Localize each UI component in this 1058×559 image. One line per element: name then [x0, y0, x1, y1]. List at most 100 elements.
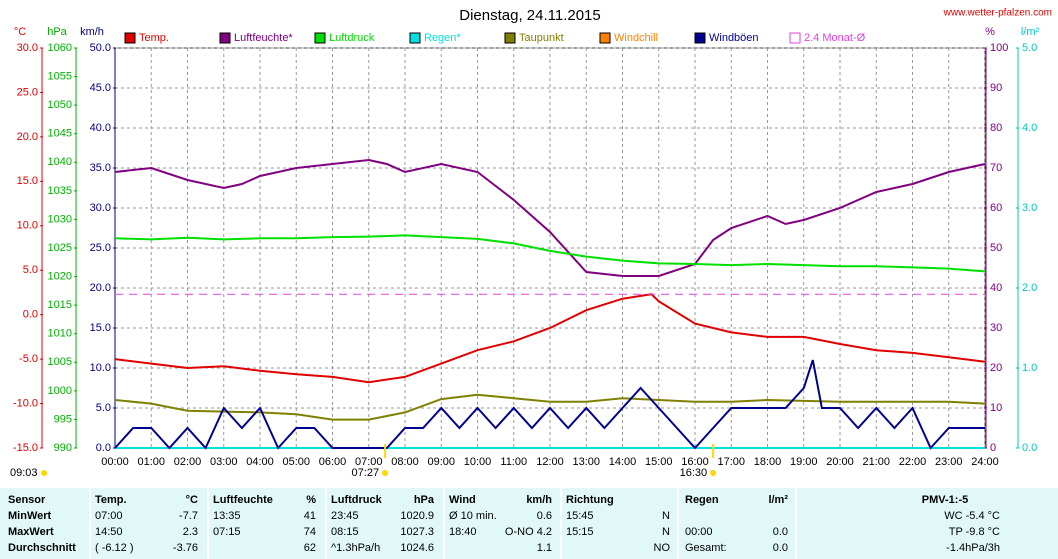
- y-tick-label: 30.0: [17, 42, 38, 54]
- y-tick-label: 35.0: [90, 162, 111, 174]
- axis-unit: l/m²: [1021, 26, 1040, 38]
- legend-label: Temp.: [139, 32, 169, 44]
- table-cell: 13:35: [213, 510, 241, 522]
- x-tick-label: 16:00: [681, 456, 709, 468]
- legend-swatch: [504, 32, 516, 44]
- y-tick-label: 2.0: [1022, 282, 1037, 294]
- table-cell: 07:15: [213, 526, 241, 538]
- table-cell: N: [662, 526, 670, 538]
- y-tick-label: 995: [54, 413, 72, 425]
- y-tick-label: 0.0: [1022, 442, 1037, 454]
- y-tick-label: 1030: [48, 213, 72, 225]
- y-tick-label: 5.0: [96, 402, 111, 414]
- y-tick-label: 20: [990, 362, 1002, 374]
- y-tick-label: 1020: [48, 270, 72, 282]
- y-tick-label: 45.0: [90, 82, 111, 94]
- legend-label: Luftdruck: [329, 32, 375, 44]
- table-cell: 07:00: [95, 510, 123, 522]
- y-tick-label: 1035: [48, 185, 72, 197]
- table-cell: 0.0: [773, 542, 788, 554]
- y-tick-label: 1005: [48, 356, 72, 368]
- x-tick-label: 06:00: [319, 456, 347, 468]
- table-cell: 0.0: [773, 526, 788, 538]
- x-tick-label: 07:00: [355, 456, 383, 468]
- legend-swatch: [694, 32, 706, 44]
- y-tick-label: 50: [990, 242, 1002, 254]
- table-cell: Ø 10 min.: [449, 510, 497, 522]
- table-cell: 15:15: [566, 526, 594, 538]
- table-cell: 15:45: [566, 510, 594, 522]
- y-tick-label: 1025: [48, 242, 72, 254]
- sun-time: 07:27: [352, 467, 380, 479]
- table-cell: 74: [304, 526, 316, 538]
- legend-label: Luftfeuchte*: [234, 32, 293, 44]
- table-cell: 00:00: [685, 526, 713, 538]
- y-tick-label: -15.0: [13, 442, 38, 454]
- x-tick-label: 12:00: [536, 456, 564, 468]
- legend-label: Windböen: [709, 32, 759, 44]
- table-cell: TP -9.8 °C: [949, 526, 1000, 538]
- y-tick-label: 100: [990, 42, 1008, 54]
- table-background: [0, 488, 1058, 559]
- chart-title: Dienstag, 24.11.2015: [459, 7, 601, 24]
- table-cell: km/h: [526, 494, 552, 506]
- y-tick-label: 990: [54, 442, 72, 454]
- legend-label: 2.4 Monat-Ø: [804, 32, 866, 44]
- y-tick-label: 1.0: [1022, 362, 1037, 374]
- source: www.wetter-pfalzen.com: [943, 8, 1052, 19]
- y-tick-label: 15.0: [17, 175, 38, 187]
- x-tick-label: 19:00: [790, 456, 818, 468]
- series-line: [114, 393, 986, 421]
- table-cell: 41: [304, 510, 316, 522]
- y-tick-label: 1060: [48, 42, 72, 54]
- y-tick-label: 30.0: [90, 202, 111, 214]
- table-cell: 1020.9: [400, 510, 434, 522]
- table-cell: Wind: [449, 494, 476, 506]
- table-cell: 14:50: [95, 526, 123, 538]
- table-cell: N: [662, 510, 670, 522]
- legend-swatch: [789, 32, 801, 44]
- y-tick-label: -10.0: [13, 397, 38, 409]
- sun-icon: [41, 470, 47, 476]
- legend-swatch: [219, 32, 231, 44]
- y-tick-label: 80: [990, 122, 1002, 134]
- sun-icon: [382, 470, 389, 476]
- table-cell: 1027.3: [400, 526, 434, 538]
- table-cell: 2.3: [183, 526, 198, 538]
- sun-time: 16:30: [680, 467, 708, 479]
- y-tick-label: 5.0: [1022, 42, 1037, 54]
- table-cell: Temp.: [95, 494, 127, 506]
- y-tick-label: 1015: [48, 299, 72, 311]
- table-cell: %: [306, 494, 316, 506]
- table-cell: 1024.6: [400, 542, 434, 554]
- y-tick-label: 15.0: [90, 322, 111, 334]
- table-cell: -1.4hPa/3h: [946, 542, 1000, 554]
- y-tick-label: 60: [990, 202, 1002, 214]
- y-tick-label: 1045: [48, 128, 72, 140]
- table-cell: 08:15: [331, 526, 359, 538]
- y-tick-label: 3.0: [1022, 202, 1037, 214]
- series-line: [114, 293, 986, 384]
- table-cell: -7.7: [179, 510, 198, 522]
- x-tick-label: 03:00: [210, 456, 238, 468]
- x-tick-label: 24:00: [971, 456, 999, 468]
- x-tick-label: 15:00: [645, 456, 673, 468]
- table-cell: 0.6: [537, 510, 552, 522]
- table-cell: ^1.3hPa/h: [331, 542, 380, 554]
- table-cell: MaxWert: [8, 526, 54, 538]
- table-cell: Regen: [685, 494, 719, 506]
- table-cell: 18:40: [449, 526, 477, 538]
- x-tick-label: 13:00: [572, 456, 600, 468]
- axis-unit: %: [985, 26, 995, 38]
- y-tick-label: 70: [990, 162, 1002, 174]
- legend-swatch: [314, 32, 326, 44]
- table-cell: O-NO 4.2: [505, 526, 552, 538]
- y-tick-label: 1055: [48, 70, 72, 82]
- table-cell: Luftdruck: [331, 494, 383, 506]
- y-tick-label: 30: [990, 322, 1002, 334]
- table-cell: -3.76: [173, 542, 198, 554]
- table-cell: NO: [654, 542, 671, 554]
- x-tick-label: 00:00: [101, 456, 129, 468]
- x-tick-label: 20:00: [826, 456, 854, 468]
- y-tick-label: 5.0: [23, 264, 38, 276]
